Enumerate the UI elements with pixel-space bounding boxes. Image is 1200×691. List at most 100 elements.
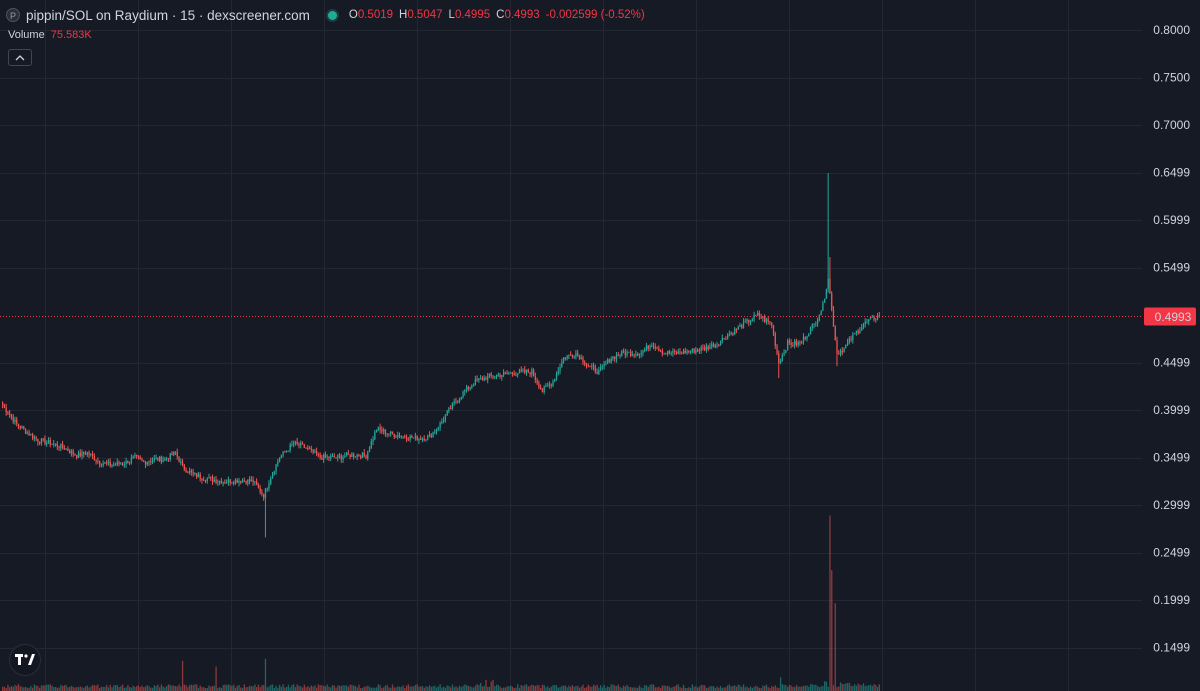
volume-bar xyxy=(268,686,270,691)
volume-bar xyxy=(730,686,732,691)
candle-body xyxy=(118,462,120,464)
candle-body xyxy=(40,438,43,444)
volume-bar xyxy=(645,685,648,691)
candle-body xyxy=(573,356,575,358)
candle-body xyxy=(723,338,725,340)
candle-body xyxy=(434,431,436,433)
candle-body xyxy=(714,344,716,348)
candle-body xyxy=(261,492,263,494)
candle-body xyxy=(169,453,171,460)
volume-bar xyxy=(760,688,762,691)
volume-bar xyxy=(711,686,713,691)
volume-bar xyxy=(451,684,454,691)
candle-body xyxy=(564,357,567,359)
candle-body xyxy=(554,379,556,382)
volume-bar xyxy=(208,685,210,691)
volume-bar xyxy=(252,686,254,691)
volume-bar xyxy=(765,684,768,691)
volume-bar xyxy=(47,684,50,691)
volume-bar xyxy=(192,685,194,691)
price-axis[interactable]: 0.8000 0.7500 0.7000 0.6499 0.5999 0.5499 0.44… xyxy=(1153,23,1190,655)
volume-bar xyxy=(580,686,582,691)
volume-bar xyxy=(852,686,854,691)
price-tick-label: 0.8000 xyxy=(1153,23,1190,37)
candle-body xyxy=(691,348,694,352)
volume-bar xyxy=(439,684,441,691)
volume-bar xyxy=(368,686,371,691)
candle-body xyxy=(686,350,688,354)
volume-bar xyxy=(261,685,263,691)
candle-body xyxy=(312,449,314,453)
volume-bar xyxy=(326,684,328,691)
candle-body xyxy=(584,362,586,365)
volume-bar xyxy=(407,684,410,691)
volume-bar xyxy=(271,684,274,691)
volume-bar xyxy=(215,666,217,691)
collapse-legend-button[interactable] xyxy=(8,49,32,66)
candle-body xyxy=(404,436,406,438)
volume-bar xyxy=(474,685,477,691)
market-status-icon[interactable] xyxy=(327,10,337,20)
volume-bar xyxy=(141,685,143,691)
candle-body xyxy=(674,350,676,353)
candle-body xyxy=(707,346,709,350)
candle-body xyxy=(39,442,41,444)
volume-bar xyxy=(712,686,715,691)
candle-body xyxy=(90,453,92,455)
volume-bar xyxy=(658,686,660,691)
volume-bar xyxy=(718,687,720,691)
volume-bar xyxy=(61,685,64,691)
candle-body xyxy=(192,472,194,474)
volume-bar xyxy=(181,660,184,691)
candle-body xyxy=(861,327,863,331)
candle-body xyxy=(631,354,634,356)
candle-body xyxy=(518,369,521,374)
candle-body xyxy=(72,450,74,455)
volume-bar xyxy=(737,684,739,691)
candlesticks xyxy=(2,173,881,538)
volume-bar xyxy=(233,684,235,691)
volume-bar xyxy=(266,687,268,691)
volume-bar xyxy=(166,686,168,691)
price-tick-label: 0.5499 xyxy=(1153,261,1190,275)
candle-body xyxy=(732,332,734,335)
candle-body xyxy=(286,450,288,452)
candle-body xyxy=(716,344,718,346)
volume-value: 75.583K xyxy=(50,29,92,41)
candle-body xyxy=(571,355,574,357)
candle-body xyxy=(659,351,662,353)
chart-header: P pippin/SOL on Raydium · 15 · dexscreen… xyxy=(6,5,651,25)
candle-body xyxy=(425,439,427,441)
candle-body xyxy=(682,350,685,354)
volume-bar xyxy=(767,687,769,691)
tradingview-logo[interactable] xyxy=(9,644,41,676)
volume-bar xyxy=(405,685,408,691)
volume-bar xyxy=(340,685,342,691)
volume-bar xyxy=(573,686,575,691)
volume-bar xyxy=(861,685,863,691)
chart-title[interactable]: pippin/SOL on Raydium · 15 · dexscreener… xyxy=(26,7,310,23)
candle-body xyxy=(439,422,441,428)
volume-bar xyxy=(107,687,110,691)
volume-bar xyxy=(795,685,798,691)
volume-bar xyxy=(568,685,570,691)
volume-bar xyxy=(457,687,459,691)
candle-body xyxy=(481,378,484,381)
volume-bar xyxy=(871,686,873,691)
candle-body xyxy=(361,452,364,458)
volume-bar xyxy=(143,687,145,691)
candle-body xyxy=(702,347,704,349)
volume-bar xyxy=(67,687,69,691)
candle-body xyxy=(104,462,106,464)
candle-body xyxy=(238,480,240,483)
candle-body xyxy=(136,454,138,457)
candle-body xyxy=(536,379,538,383)
volume-bar xyxy=(291,685,293,691)
candle-body xyxy=(413,437,415,439)
volume-bar xyxy=(876,686,879,691)
candle-body xyxy=(296,441,298,444)
candle-body xyxy=(453,401,455,403)
volume-bar xyxy=(204,688,207,691)
candle-body xyxy=(663,353,665,355)
